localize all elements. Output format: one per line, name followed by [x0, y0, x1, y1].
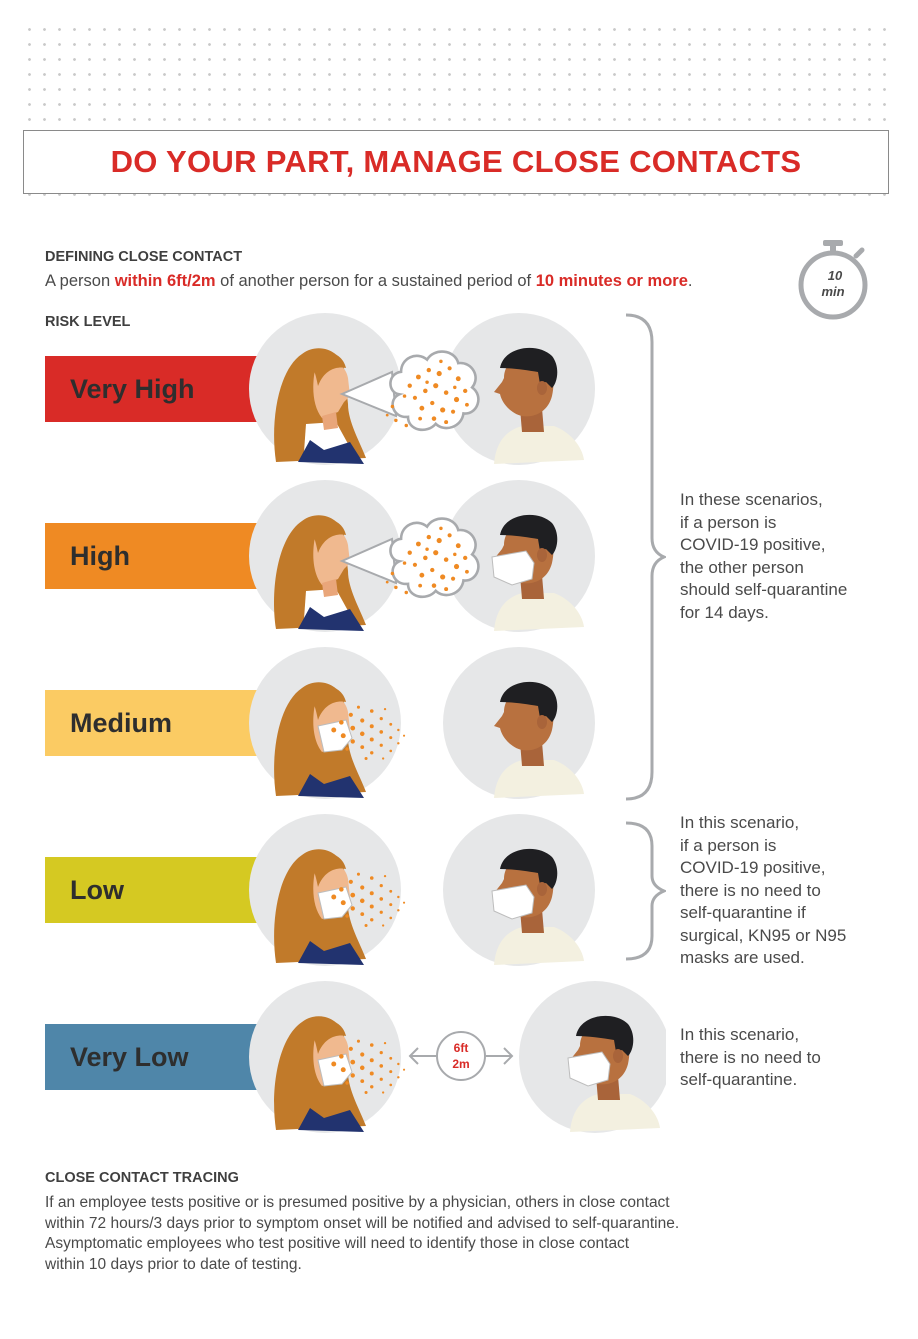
definition-mid: of another person for a sustained period…: [215, 272, 536, 290]
distance-arrow-icon: [408, 1031, 514, 1081]
definition-post: .: [687, 272, 693, 290]
tracing-line: Asymptomatic employees who test positive…: [45, 1235, 630, 1252]
risk-level-very-high: Very High: [45, 356, 275, 422]
risk-level-high: High: [45, 523, 275, 589]
note-line: self-quarantine.: [680, 1070, 798, 1089]
risk-level-low: Low: [45, 857, 275, 923]
risk-label-text: Very High: [70, 373, 195, 404]
note-line: if a person is: [680, 512, 777, 532]
bracket-group-1-icon: [625, 313, 666, 801]
woman-masked-icon: [248, 646, 402, 800]
risk-level-heading: RISK LEVEL: [45, 314, 131, 330]
scene-very-high: [249, 313, 595, 465]
tracing-line: within 72 hours/3 days prior to symptom …: [45, 1214, 680, 1232]
note-line: In this scenario,: [680, 1025, 800, 1044]
scene-very-low: 6ft 2m: [248, 980, 666, 1134]
note-line: In these scenarios,: [680, 490, 823, 509]
note-group-1: In these scenarios, if a person is COVID…: [680, 489, 847, 624]
risk-label-text: Low: [70, 874, 124, 905]
risk-label-text: High: [70, 540, 130, 571]
note-line: masks are used.: [680, 948, 805, 967]
man-unmasked-icon: [443, 647, 595, 799]
woman-masked-icon: [248, 980, 402, 1134]
distance-badge-line2: 2m: [452, 1057, 469, 1071]
risk-level-medium: Medium: [45, 690, 275, 756]
note-line: In this scenario,: [680, 813, 800, 832]
definition-heading: DEFINING CLOSE CONTACT: [45, 249, 243, 265]
definition-distance: within 6ft/2m: [114, 272, 216, 290]
note-line: the other person: [680, 557, 804, 577]
note-line: surgical, KN95 or N95: [680, 925, 847, 945]
tracing-heading: CLOSE CONTACT TRACING: [45, 1170, 239, 1186]
tracing-line: If an employee tests positive or is pres…: [45, 1194, 670, 1211]
timer-value: 10: [828, 268, 843, 283]
tracing-line: within 10 days prior to date of testing.: [45, 1255, 302, 1273]
tracing-text: If an employee tests positive or is pres…: [45, 1193, 679, 1275]
note-line: self-quarantine if: [680, 903, 806, 922]
scene-high: [249, 479, 596, 633]
definition-pre: A person: [45, 272, 115, 290]
title-box: DO YOUR PART, MANAGE CLOSE CONTACTS: [23, 130, 889, 194]
breath-cone-icon: [339, 537, 398, 585]
note-group-2: In this scenario, if a person is COVID-1…: [680, 812, 846, 970]
note-line: COVID-19 positive,: [680, 535, 826, 554]
note-line: for 14 days.: [680, 602, 769, 622]
woman-masked-icon: [248, 813, 402, 967]
timer-unit: min: [821, 284, 844, 299]
note-line: there is no need to: [680, 880, 821, 900]
note-line: should self-quarantine: [680, 580, 848, 599]
scene-low: [248, 813, 596, 967]
page-title: DO YOUR PART, MANAGE CLOSE CONTACTS: [110, 144, 802, 179]
risk-label-text: Medium: [70, 707, 173, 738]
note-line: COVID-19 positive,: [680, 858, 826, 877]
definition-text: A person within 6ft/2m of another person…: [45, 272, 693, 291]
note-line: if a person is: [680, 835, 777, 855]
distance-badge-line1: 6ft: [454, 1041, 469, 1055]
risk-label-text: Very Low: [70, 1041, 189, 1072]
note-line: there is no need to: [680, 1047, 821, 1067]
scene-medium: [248, 646, 595, 800]
risk-level-very-low: Very Low: [45, 1024, 275, 1090]
definition-duration: 10 minutes or more: [535, 272, 688, 290]
stopwatch-icon: 10 min: [798, 240, 868, 320]
man-masked-icon: [518, 980, 666, 1134]
bracket-group-2-icon: [625, 821, 666, 961]
note-group-3: In this scenario, there is no need to se…: [680, 1024, 821, 1092]
breath-cone-icon: [339, 370, 398, 418]
man-masked-icon: [442, 813, 596, 967]
